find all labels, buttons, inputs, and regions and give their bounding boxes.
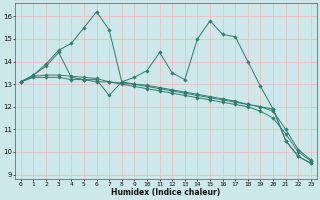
X-axis label: Humidex (Indice chaleur): Humidex (Indice chaleur)	[111, 188, 220, 197]
